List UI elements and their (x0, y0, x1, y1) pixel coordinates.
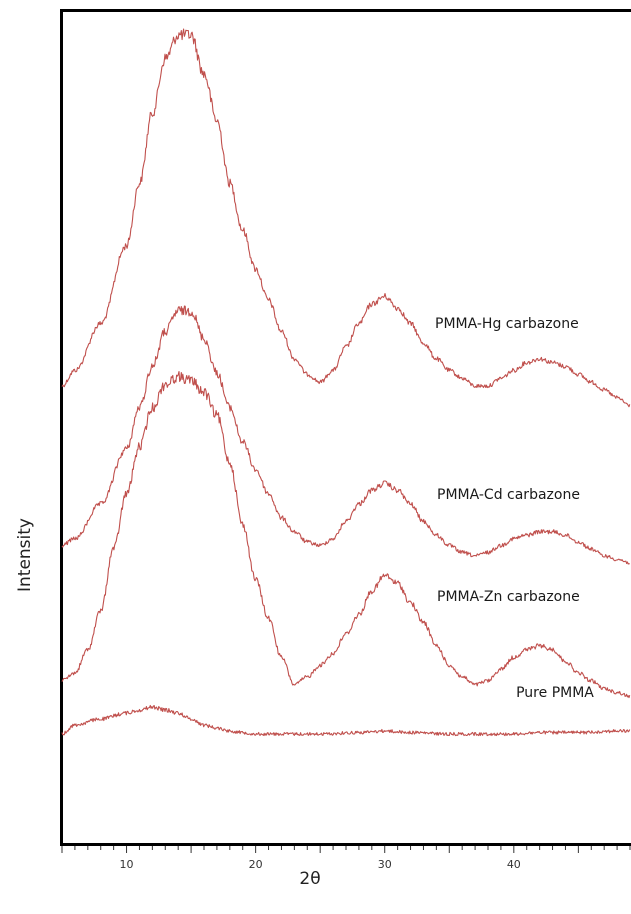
series-label-3: Pure PMMA (516, 685, 594, 701)
x-tick-label-20: 20 (249, 858, 263, 871)
x-axis-title: 2θ (299, 869, 320, 889)
series-line-2 (61, 370, 631, 699)
x-tick-label-40: 40 (507, 858, 521, 871)
x-tick-label-30: 30 (378, 858, 392, 871)
series-line-1 (61, 305, 630, 565)
plot-frame (60, 9, 631, 846)
series-layer (61, 28, 631, 737)
x-tick-label-10: 10 (120, 858, 134, 871)
series-label-1: PMMA-Cd carbazone (437, 487, 580, 503)
y-axis-title: Intensity (15, 518, 35, 592)
series-labels: PMMA-Hg carbazone PMMA-Cd carbazone PMMA-Z… (435, 316, 594, 701)
x-tick-labels: 10 20 30 40 (120, 858, 521, 871)
series-label-2: PMMA-Zn carbazone (437, 589, 580, 605)
series-line-0 (61, 28, 631, 408)
series-line-3 (61, 704, 631, 737)
series-label-0: PMMA-Hg carbazone (435, 316, 579, 332)
x-minor-ticks (61, 846, 631, 853)
